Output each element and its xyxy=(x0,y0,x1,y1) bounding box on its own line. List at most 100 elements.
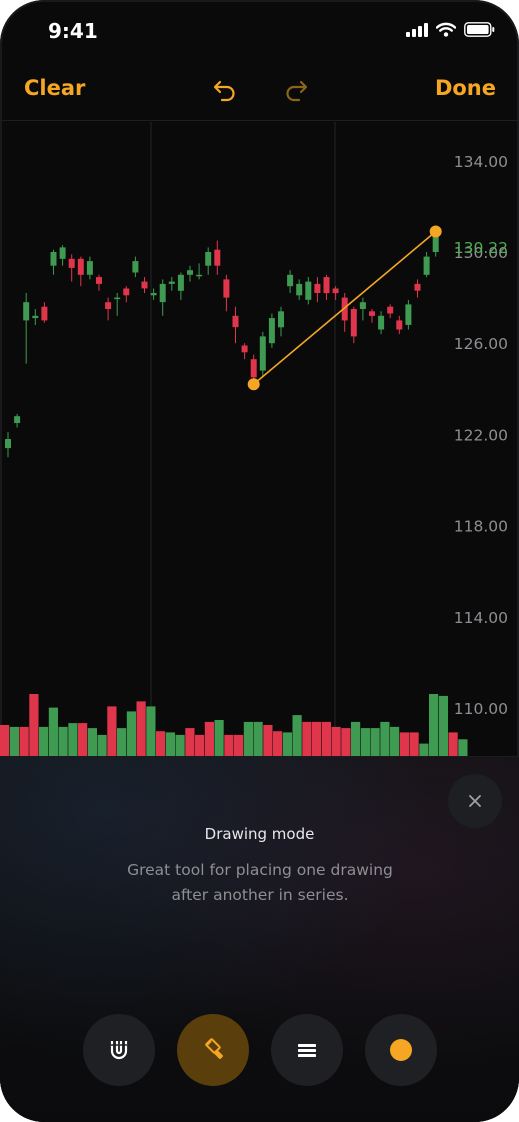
candle-body xyxy=(41,306,48,321)
candle-body xyxy=(5,439,11,449)
volume-bar xyxy=(292,715,302,756)
volume-bar xyxy=(419,743,429,756)
volume-bar xyxy=(243,721,253,756)
candle-body xyxy=(214,249,221,266)
trend-line-drawing[interactable] xyxy=(247,225,442,391)
price-tick-label: 110.00 xyxy=(454,700,508,718)
volume-bar xyxy=(87,728,97,756)
candle-body xyxy=(423,256,430,275)
volume-bar xyxy=(214,720,224,756)
volume-bar xyxy=(263,725,273,756)
trend-line-end-handle[interactable] xyxy=(429,225,442,238)
candle-body xyxy=(77,258,84,275)
candle-body xyxy=(378,315,385,330)
volume-bar xyxy=(224,734,234,756)
volume-bar xyxy=(39,726,49,756)
candle-body xyxy=(259,336,266,371)
drawing-mode-button[interactable] xyxy=(177,1014,249,1086)
close-button[interactable] xyxy=(448,774,502,828)
volume-bar xyxy=(458,739,468,756)
magnet-icon xyxy=(110,1041,128,1060)
candle-body xyxy=(114,297,121,300)
volume-bar xyxy=(253,721,263,756)
volume-bar xyxy=(204,721,214,756)
volume-bar xyxy=(351,721,361,756)
redo-button[interactable] xyxy=(282,76,310,104)
line-style-button[interactable] xyxy=(271,1014,343,1086)
volume-bar xyxy=(273,731,283,756)
volume-bar xyxy=(341,728,351,756)
candle-body xyxy=(341,297,348,321)
candle-body xyxy=(323,277,330,294)
candle-body xyxy=(232,315,239,328)
candle-body xyxy=(223,279,230,298)
volume-bar xyxy=(429,694,439,756)
trend-line[interactable] xyxy=(253,230,437,385)
candle-body xyxy=(414,283,421,291)
candle-body xyxy=(396,320,403,330)
volume-bar xyxy=(156,731,166,756)
magnet-button[interactable] xyxy=(83,1014,155,1086)
price-axis: 134.00 130.00 126.00 122.00 118.00 114.00 110.… xyxy=(454,153,508,718)
candle-body xyxy=(105,302,112,309)
price-tick-label: 130.00 xyxy=(454,244,508,262)
candle-body xyxy=(405,304,412,325)
candle-body xyxy=(14,416,21,423)
candle-body xyxy=(123,288,130,296)
done-button[interactable]: Done xyxy=(434,76,496,100)
volume-bar xyxy=(370,728,380,756)
candle-body xyxy=(96,277,102,284)
cellular-signal-icon xyxy=(406,22,428,37)
candle-body xyxy=(159,283,166,303)
volume-bar xyxy=(117,728,127,756)
volume-bars xyxy=(0,694,468,756)
candle-body xyxy=(177,274,184,291)
status-bar: 9:41 xyxy=(0,0,519,60)
volume-bar xyxy=(165,732,175,756)
candle-body xyxy=(305,281,312,300)
candle-body xyxy=(332,288,339,294)
candle-body xyxy=(278,311,284,328)
navigation-bar: Clear Done xyxy=(0,60,519,121)
undo-button[interactable] xyxy=(211,76,239,104)
volume-bar xyxy=(331,726,341,756)
volume-bar xyxy=(78,723,88,756)
volume-bar xyxy=(58,726,68,756)
price-tick-label: 118.00 xyxy=(454,518,508,536)
candle-body xyxy=(86,261,93,275)
candle-body xyxy=(59,247,66,259)
candle-body xyxy=(387,306,394,314)
candlestick-chart[interactable]: 134.00 130.00 126.00 122.00 118.00 114.00 110.… xyxy=(0,122,519,756)
volume-bar xyxy=(126,711,136,756)
volume-bar xyxy=(321,721,331,756)
volume-bar xyxy=(302,721,312,756)
candle-body xyxy=(268,318,275,344)
candle-body xyxy=(250,359,257,378)
close-icon xyxy=(469,795,481,807)
price-chart[interactable]: 134.00 130.00 126.00 122.00 118.00 114.00 110.… xyxy=(0,122,519,756)
volume-bar xyxy=(9,726,19,756)
volume-bar xyxy=(234,734,244,756)
volume-bar xyxy=(360,728,370,756)
wifi-icon xyxy=(436,22,456,37)
trend-line-start-handle[interactable] xyxy=(247,378,260,391)
price-tick-label: 134.00 xyxy=(454,153,508,171)
status-icons xyxy=(406,22,495,37)
candle-body xyxy=(196,274,203,277)
candle-body xyxy=(187,270,193,275)
volume-bar xyxy=(0,725,10,756)
candle-body xyxy=(205,252,212,266)
color-button[interactable] xyxy=(365,1014,437,1086)
clear-button[interactable]: Clear xyxy=(24,76,86,100)
candle-body xyxy=(132,261,139,273)
volume-bar xyxy=(175,734,185,756)
lines-icon xyxy=(298,1044,316,1057)
candle-body xyxy=(287,274,294,287)
candle-body xyxy=(150,293,157,296)
volume-bar xyxy=(19,726,29,756)
undo-icon xyxy=(213,80,235,102)
volume-bar xyxy=(146,706,156,756)
volume-bar xyxy=(29,694,39,756)
redo-icon xyxy=(286,80,308,102)
sheet-description: Great tool for placing one drawing after… xyxy=(127,861,393,904)
